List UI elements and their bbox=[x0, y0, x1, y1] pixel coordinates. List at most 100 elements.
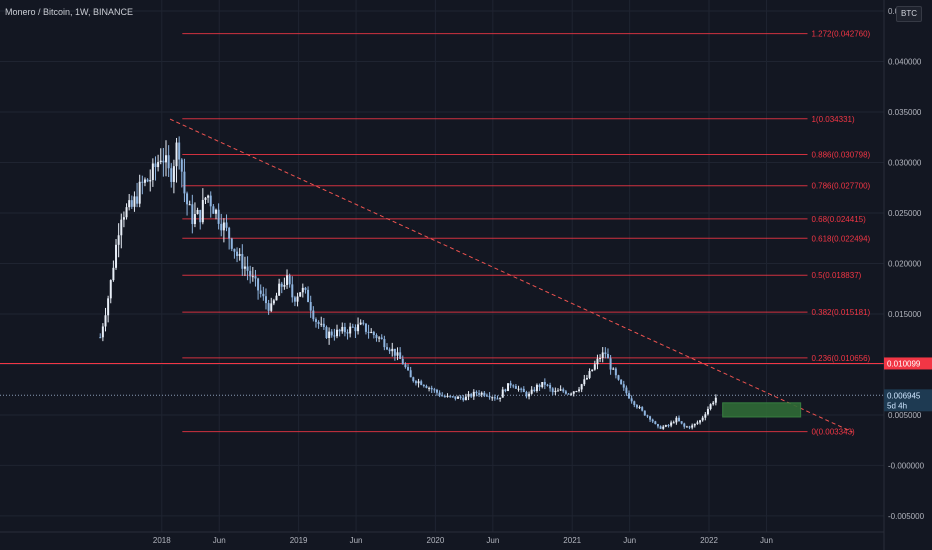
price-tick-label: 0.020000 bbox=[888, 259, 922, 268]
candle-body bbox=[272, 300, 275, 304]
candle-body bbox=[591, 369, 594, 372]
candle-body bbox=[217, 209, 220, 224]
candle-body bbox=[343, 326, 346, 333]
time-tick-label: Jun bbox=[623, 536, 636, 545]
candle-body bbox=[678, 417, 681, 422]
candle-body bbox=[504, 389, 507, 392]
candle-body bbox=[125, 207, 128, 218]
target-zone[interactable] bbox=[722, 402, 802, 418]
candle-body bbox=[183, 171, 186, 194]
candle-body bbox=[120, 219, 123, 236]
candle-body bbox=[467, 394, 470, 397]
candle-body bbox=[693, 423, 696, 426]
last-price-tag[interactable] bbox=[884, 389, 932, 412]
candle-body bbox=[275, 295, 278, 301]
candle-body bbox=[175, 142, 178, 167]
candle-body bbox=[507, 383, 510, 392]
candle-body bbox=[628, 393, 631, 399]
candle-body bbox=[583, 379, 586, 385]
candle-body bbox=[580, 384, 583, 390]
time-axis[interactable]: 2018 Jun 2019 Jun 2020 Jun 2021 Jun 2022 Jun bbox=[0, 531, 884, 545]
candle-body bbox=[656, 424, 659, 427]
trend-line[interactable] bbox=[169, 118, 853, 433]
candle-body bbox=[404, 364, 407, 368]
candle-body bbox=[351, 326, 354, 328]
time-tick-label: 2022 bbox=[700, 536, 718, 545]
candle-body bbox=[464, 396, 467, 401]
candle-body bbox=[588, 371, 591, 378]
candle-body bbox=[330, 331, 333, 336]
horizontal-line-price-tag[interactable] bbox=[884, 357, 932, 370]
candle-body bbox=[443, 396, 446, 398]
candle-body bbox=[180, 159, 183, 172]
candle-body bbox=[320, 323, 323, 325]
candle-body bbox=[133, 196, 136, 207]
target-zone-box[interactable] bbox=[722, 402, 802, 418]
candle-body bbox=[193, 214, 196, 225]
candle-body bbox=[675, 417, 678, 423]
candle-body bbox=[270, 303, 273, 311]
candle-body bbox=[485, 395, 488, 397]
candle-body bbox=[409, 370, 412, 378]
candle-body bbox=[630, 398, 633, 402]
candle-body bbox=[399, 352, 402, 359]
time-tick-label: Jun bbox=[760, 536, 773, 545]
candle-body bbox=[496, 398, 499, 400]
candle-body bbox=[683, 423, 686, 427]
candle-body bbox=[165, 155, 168, 163]
candle-body bbox=[378, 337, 381, 339]
fib-level-label: 0.382(0.015181) bbox=[811, 308, 870, 317]
candle-body bbox=[99, 337, 102, 339]
candle-body bbox=[346, 332, 349, 334]
candle-body bbox=[564, 391, 567, 394]
fib-level-label: 0.618(0.022494) bbox=[811, 234, 870, 243]
candle-body bbox=[307, 289, 310, 302]
candle-body bbox=[412, 377, 415, 382]
candle-body bbox=[170, 168, 173, 182]
candle-body bbox=[525, 392, 528, 397]
candle-body bbox=[556, 390, 559, 392]
candle-body bbox=[162, 160, 165, 163]
candle-body bbox=[370, 331, 373, 333]
candle-body bbox=[309, 301, 312, 311]
candle-body bbox=[585, 377, 588, 380]
candle-body bbox=[543, 381, 546, 385]
candle-body bbox=[209, 195, 212, 207]
candle-body bbox=[533, 389, 536, 392]
candle-body bbox=[638, 407, 641, 409]
candle-body bbox=[462, 397, 465, 401]
price-axis[interactable]: 0.0450000.0400000.0350000.0300000.025000… bbox=[883, 0, 932, 550]
time-tick-label: 2020 bbox=[427, 536, 445, 545]
candle-body bbox=[207, 195, 210, 198]
candle-body bbox=[393, 348, 396, 356]
candle-body bbox=[614, 368, 617, 376]
candle-body bbox=[672, 422, 675, 424]
candle-body bbox=[554, 390, 557, 393]
candle-body bbox=[186, 193, 189, 205]
candle-body bbox=[664, 425, 667, 427]
candle-body bbox=[328, 331, 331, 339]
candle-body bbox=[451, 396, 454, 398]
candle-body bbox=[391, 348, 394, 352]
candle-body bbox=[709, 404, 712, 409]
candle-body bbox=[199, 210, 202, 223]
currency-unit-badge[interactable]: BTC bbox=[896, 6, 922, 22]
descending-trend-line[interactable] bbox=[169, 118, 853, 433]
price-tick-label: 0.015000 bbox=[888, 310, 922, 319]
candle-body bbox=[380, 337, 383, 340]
candle-body bbox=[551, 388, 554, 393]
candle-body bbox=[438, 392, 441, 396]
candle-body bbox=[578, 389, 581, 392]
candle-body bbox=[449, 395, 452, 397]
candle-body bbox=[222, 222, 225, 231]
candle-body bbox=[609, 358, 612, 370]
price-tick-label: 0.035000 bbox=[888, 108, 922, 117]
candle-body bbox=[714, 397, 717, 403]
fib-level-label: 0.5(0.018837) bbox=[811, 271, 861, 280]
candle-body bbox=[301, 287, 304, 293]
candle-body bbox=[141, 181, 144, 183]
candle-body bbox=[359, 322, 362, 325]
candle-body bbox=[241, 253, 244, 269]
